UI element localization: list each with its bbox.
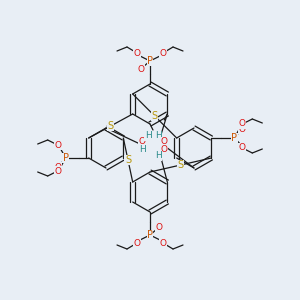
Text: H: H <box>154 152 161 160</box>
Text: P: P <box>147 56 153 66</box>
Text: O: O <box>160 145 167 154</box>
Text: O: O <box>54 140 61 149</box>
Text: O: O <box>137 64 145 74</box>
Text: O: O <box>160 49 167 58</box>
Text: O: O <box>160 238 167 247</box>
Text: O: O <box>239 124 246 134</box>
Text: O: O <box>139 137 145 146</box>
Text: O: O <box>239 143 246 152</box>
Text: O: O <box>155 223 163 232</box>
Text: O: O <box>160 137 167 146</box>
Text: O: O <box>134 238 140 247</box>
Text: O: O <box>239 119 246 128</box>
Text: S: S <box>152 111 158 121</box>
Text: H: H <box>139 145 145 154</box>
Text: O: O <box>54 167 61 176</box>
Text: S: S <box>108 121 114 131</box>
Text: O: O <box>54 163 61 172</box>
Text: O: O <box>134 49 140 58</box>
Text: P: P <box>231 133 237 143</box>
Text: S: S <box>125 155 131 165</box>
Text: H: H <box>154 131 161 140</box>
Text: S: S <box>178 160 184 170</box>
Text: H: H <box>145 131 152 140</box>
Text: P: P <box>147 230 153 240</box>
Text: P: P <box>63 153 69 163</box>
